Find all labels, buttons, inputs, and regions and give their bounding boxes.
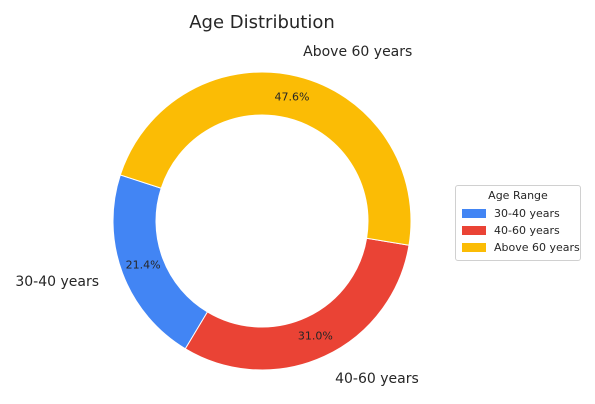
legend-item-40-60: 40-60 years xyxy=(462,222,574,239)
donut-slices xyxy=(112,71,412,371)
legend: Age Range 30-40 years 40-60 years Above … xyxy=(455,185,581,261)
legend-label-30-40: 30-40 years xyxy=(494,207,560,220)
pct-label-30-40-years: 21.4% xyxy=(126,259,161,272)
slice-labels: 30-40 years 21.4% 40-60 years 31.0% Above 60… xyxy=(15,44,418,387)
legend-title: Age Range xyxy=(488,189,548,202)
legend-swatch-30-40 xyxy=(462,209,486,218)
legend-item-above-60: Above 60 years xyxy=(462,239,580,256)
slice-40-60-years xyxy=(184,237,410,371)
legend-swatch-above-60 xyxy=(462,243,486,252)
legend-swatch-40-60 xyxy=(462,226,486,235)
legend-label-above-60: Above 60 years xyxy=(494,241,580,254)
legend-item-30-40: 30-40 years xyxy=(462,205,574,222)
slice-label-above-60-years: Above 60 years xyxy=(303,44,412,60)
pct-label-40-60-years: 31.0% xyxy=(298,329,333,342)
legend-label-40-60: 40-60 years xyxy=(494,224,560,237)
pct-label-above-60-years: 47.6% xyxy=(275,91,310,104)
slice-label-40-60-years: 40-60 years xyxy=(335,371,419,387)
slice-label-30-40-years: 30-40 years xyxy=(15,274,99,290)
slice-above-60-years xyxy=(119,71,412,246)
chart-title: Age Distribution xyxy=(189,12,335,33)
